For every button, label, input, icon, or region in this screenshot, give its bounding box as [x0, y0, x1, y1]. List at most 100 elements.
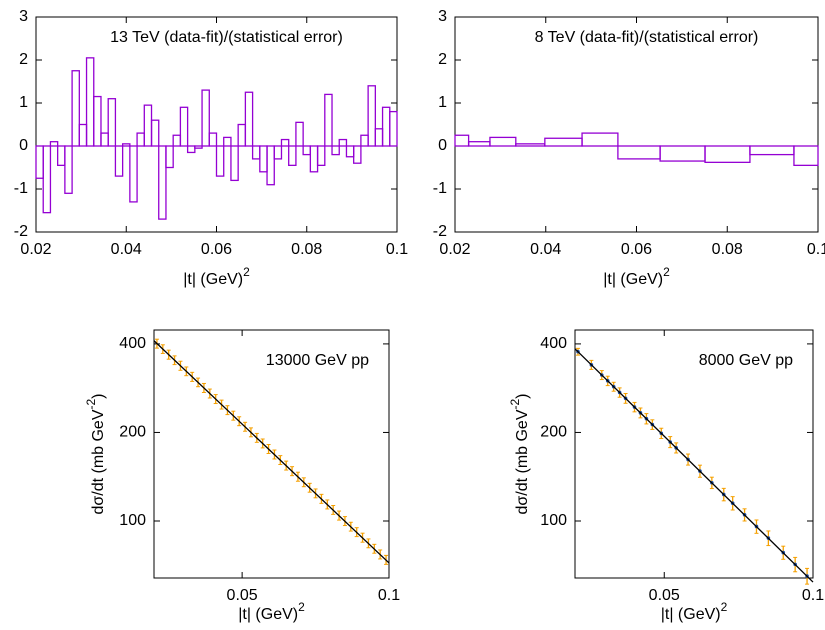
histogram-bar	[389, 110, 398, 147]
histogram-bar	[367, 85, 376, 147]
histogram-bar	[331, 145, 340, 156]
histogram-bar	[251, 145, 261, 160]
y-axis-label-end: )	[90, 393, 107, 398]
x-tick-label: 0.06	[201, 241, 232, 258]
histogram-bar	[749, 145, 795, 156]
y-tick-label: 2	[19, 51, 28, 68]
histogram-bar	[266, 145, 275, 186]
histogram-bar	[158, 145, 167, 220]
y-tick-label: -1	[433, 180, 447, 197]
histogram-bar	[288, 145, 297, 167]
histogram-bar	[165, 145, 174, 169]
histogram-bar	[360, 134, 369, 147]
histogram-bar	[467, 141, 491, 147]
histogram-bar	[64, 145, 73, 194]
histogram-bar	[136, 132, 145, 147]
x-tick-label: 0.04	[111, 241, 142, 258]
plot-frame	[153, 329, 390, 579]
histogram-bar	[280, 138, 290, 147]
x-tick-label: 0.05	[227, 587, 258, 604]
x-axis-label-text: |t| (GeV)	[183, 271, 243, 288]
x-axis-label: |t| (GeV)2	[603, 265, 670, 288]
histogram-bar	[78, 123, 88, 147]
histogram-bar	[223, 136, 232, 147]
fit-line	[153, 340, 390, 564]
x-tick-label: 0.04	[530, 241, 561, 258]
y-tick-label: 3	[438, 8, 447, 25]
histogram-bar	[381, 106, 391, 147]
histogram-bar	[324, 93, 333, 147]
y-tick-label: 1	[438, 94, 447, 111]
histogram-bar	[353, 145, 362, 164]
histogram-bar	[215, 145, 225, 177]
y-tick-label: 100	[119, 512, 146, 529]
histogram-bar	[186, 145, 196, 154]
x-axis-label-text: |t| (GeV)	[661, 606, 721, 623]
y-tick-label: 400	[540, 335, 567, 352]
histogram-bar	[107, 98, 117, 147]
histogram-bar	[93, 95, 102, 147]
histogram-bar	[338, 138, 348, 147]
histogram-bar	[100, 132, 109, 147]
histogram-bar	[85, 57, 95, 147]
histogram-bar	[489, 136, 517, 147]
x-tick-label: 0.1	[807, 241, 825, 258]
y-tick-label: 0	[438, 137, 447, 154]
y-tick-label: 400	[119, 335, 146, 352]
histogram-bar	[179, 106, 189, 147]
panel-annotation: 13000 GeV pp	[266, 352, 369, 369]
y-tick-label: 100	[540, 512, 567, 529]
histogram-bar	[544, 137, 583, 147]
y-tick-label: -1	[14, 180, 28, 197]
histogram-bar	[129, 145, 138, 203]
histogram-bar	[259, 145, 268, 173]
histogram-bar	[201, 89, 210, 147]
y-axis-label-sup: -2	[84, 398, 98, 409]
x-tick-label: 0.05	[649, 587, 680, 604]
y-axis-label: dσ/dt (mb GeV-2)	[508, 393, 531, 514]
y-tick-label: 2	[438, 51, 447, 68]
x-tick-label: 0.1	[378, 587, 400, 604]
y-tick-label: 1	[19, 94, 28, 111]
plot-frame	[574, 329, 814, 579]
histogram-bar	[454, 134, 470, 147]
histogram-bar	[345, 145, 355, 158]
y-tick-label: 3	[19, 8, 28, 25]
x-axis-label-sup: 2	[663, 265, 670, 279]
x-axis-label-sup: 2	[298, 600, 305, 614]
histogram-bar	[617, 145, 661, 160]
panel-title: 13 TeV (data-fit)/(statistical error)	[110, 29, 343, 46]
histogram-bar	[143, 104, 153, 147]
histogram-bar	[237, 123, 247, 147]
histogram-bar	[309, 145, 319, 173]
plot-frame	[454, 16, 819, 233]
x-axis-label: |t| (GeV)2	[238, 600, 305, 623]
histogram-bar	[374, 128, 384, 147]
y-tick-label: -2	[433, 223, 447, 240]
x-tick-label: 0.1	[386, 241, 408, 258]
x-axis-label-sup: 2	[721, 600, 728, 614]
y-axis-label-text: dσ/dt (mb GeV	[514, 409, 531, 514]
panel-annotation: 8000 GeV pp	[699, 352, 793, 369]
x-axis-label: |t| (GeV)2	[183, 265, 250, 288]
x-tick-label: 0.02	[439, 241, 470, 258]
histogram-bar	[57, 145, 66, 167]
x-axis-label-text: |t| (GeV)	[238, 606, 298, 623]
x-axis-label-sup: 2	[243, 265, 250, 279]
histogram-bar	[71, 70, 80, 147]
x-axis-label-text: |t| (GeV)	[603, 271, 663, 288]
histogram-bar	[793, 145, 819, 167]
panel-title: 8 TeV (data-fit)/(statistical error)	[535, 29, 759, 46]
plot-frame	[35, 16, 398, 233]
fit-line	[574, 348, 814, 583]
histogram-bar	[194, 145, 203, 149]
x-tick-label: 0.08	[291, 241, 322, 258]
x-tick-label: 0.08	[712, 241, 743, 258]
histogram-bar	[316, 145, 326, 167]
y-tick-label: 0	[19, 137, 28, 154]
histogram-bar	[150, 119, 160, 147]
histogram-bar	[35, 145, 44, 179]
histogram-bar	[659, 145, 706, 162]
y-axis-label: dσ/dt (mb GeV-2)	[84, 393, 107, 514]
